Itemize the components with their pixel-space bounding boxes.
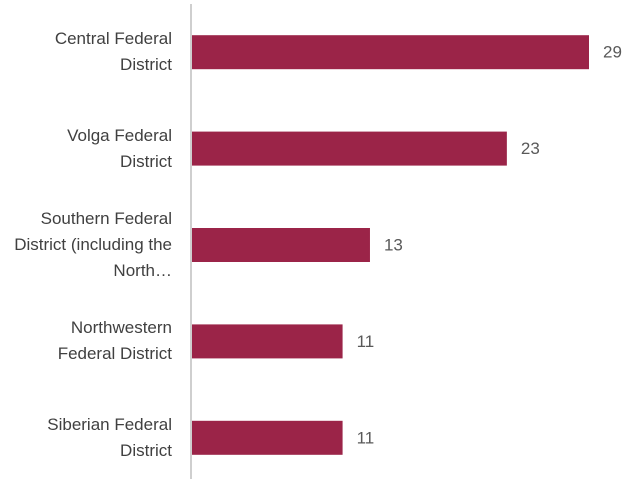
bar bbox=[192, 35, 589, 70]
category-label: Volga Federal District bbox=[67, 125, 172, 171]
bar bbox=[192, 324, 343, 359]
category-label: Southern Federal District (including the… bbox=[14, 209, 172, 280]
bar bbox=[192, 131, 507, 166]
category-label: Central Federal District bbox=[54, 29, 172, 75]
bar bbox=[192, 228, 370, 262]
value-label: 23 bbox=[521, 139, 540, 158]
value-label: 11 bbox=[357, 332, 375, 351]
value-label: 29 bbox=[603, 43, 622, 62]
category-label: Siberian Federal District bbox=[47, 414, 172, 460]
category-label: Northwestern Federal District bbox=[57, 318, 172, 364]
bar bbox=[192, 420, 343, 455]
value-label: 11 bbox=[357, 428, 375, 447]
value-label: 13 bbox=[384, 235, 403, 254]
